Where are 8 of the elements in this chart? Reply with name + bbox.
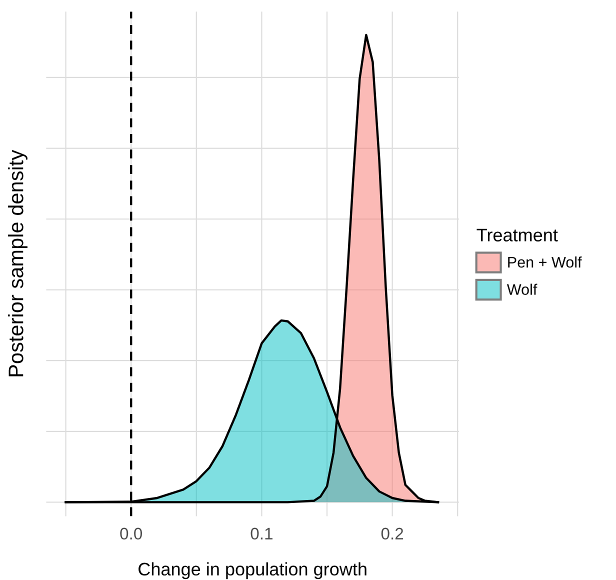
x-axis-title: Change in population growth [138,562,366,580]
legend-label: Pen + Wolf [508,256,582,268]
x-tick-label: 0.2 [381,528,404,540]
legend-label: Wolf [506,284,538,295]
y-axis-title: Posterior sample density [8,150,28,376]
x-tick-label: 0.0 [120,528,142,540]
x-tick-label: 0.1 [250,528,272,540]
legend-title: Treatment [476,228,558,242]
